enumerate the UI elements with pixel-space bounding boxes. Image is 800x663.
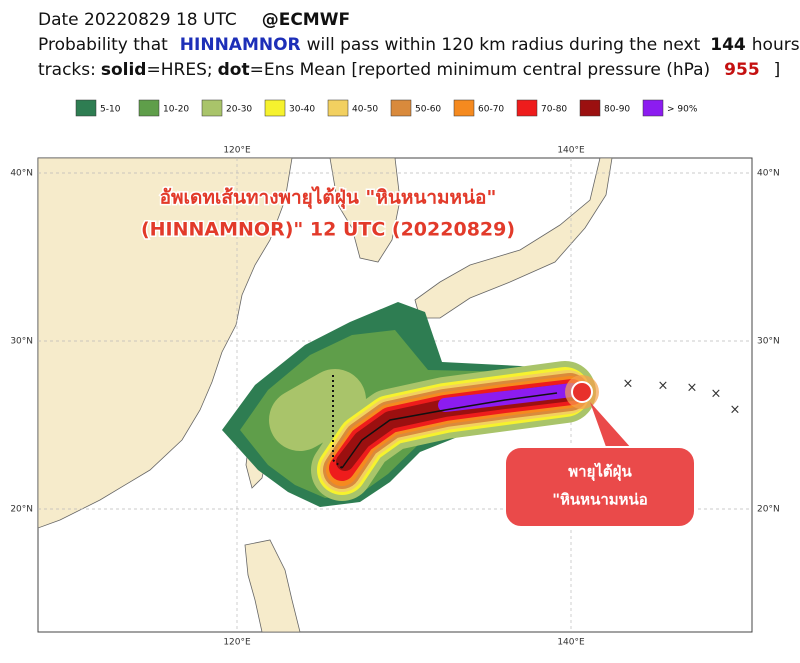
storm-name: HINNAMNOR [180, 35, 301, 55]
callout [504, 446, 696, 528]
lat-label: 40°N [10, 169, 33, 179]
callout-pointer [590, 402, 640, 458]
lat-label: 20°N [757, 505, 780, 515]
markers: × × × × × [623, 377, 741, 418]
svg-text:×: × [730, 403, 741, 418]
hours: 144 [710, 35, 746, 55]
legend-swatch [327, 99, 349, 117]
lat-label: 30°N [757, 337, 780, 347]
legend-label: 30-40 [289, 105, 315, 115]
hres-track [341, 392, 558, 469]
legend: 5-10 10-20 20-30 30-40 40-50 50-60 60-70 70-80 8… [75, 99, 698, 117]
lon-label: 140°E [557, 146, 585, 156]
legend-label: 80-90 [604, 105, 630, 115]
legend-label: 5-10 [100, 105, 121, 115]
map: × × × × × พายุไต้ฝุ่น "หินหนามหน่อ อัพเดทเส้… [38, 158, 752, 632]
text: tracks: [38, 60, 96, 80]
callout-text: "หินหนามหน่อ [552, 491, 648, 509]
source: @ECMWF [262, 10, 350, 30]
text: dot [218, 60, 250, 80]
legend-swatch [390, 99, 412, 117]
svg-text:×: × [623, 377, 634, 392]
legend-swatch [453, 99, 475, 117]
lon-label: 120°E [223, 146, 251, 156]
header-line: Date 20220829 18 UTC @ECMWF [38, 10, 350, 30]
legend-swatch [75, 99, 97, 117]
callout-text: พายุไต้ฝุ่น [568, 462, 632, 482]
legend-swatch [579, 99, 601, 117]
date: Date 20220829 18 UTC [38, 10, 237, 30]
pressure: 955 [724, 60, 760, 80]
legend-label: 20-30 [226, 105, 252, 115]
lat-label: 20°N [10, 505, 33, 515]
text: =Ens Mean [reported minimum central pres… [250, 60, 711, 80]
text: solid [101, 60, 147, 80]
svg-text:×: × [687, 381, 698, 396]
text: Probability that [38, 35, 168, 55]
text: hours [752, 35, 800, 55]
lon-label: 120°E [223, 638, 251, 648]
legend-swatch [642, 99, 664, 117]
text: ] [774, 60, 781, 80]
legend-label: 40-50 [352, 105, 378, 115]
text: will pass within 120 km radius during th… [307, 35, 701, 55]
lat-label: 40°N [757, 169, 780, 179]
overlay-title: (HINNAMNOR)" 12 UTC (20220829) [141, 219, 515, 241]
legend-label: 70-80 [541, 105, 567, 115]
legend-label: 50-60 [415, 105, 441, 115]
text: =HRES; [146, 60, 212, 80]
legend-swatch [516, 99, 538, 117]
ens-track [332, 375, 343, 469]
overlay-title: อัพเดทเส้นทางพายุไต้ฝุ่น "หินหนามหน่อ" [160, 186, 497, 210]
storm-position [571, 381, 593, 403]
svg-text:×: × [711, 387, 722, 402]
legend-swatch [201, 99, 223, 117]
header-line: Probability that HINNAMNOR will pass withi… [38, 35, 800, 55]
legend-label: 10-20 [163, 105, 189, 115]
legend-swatch [138, 99, 160, 117]
legend-swatch [264, 99, 286, 117]
lat-label: 30°N [10, 337, 33, 347]
legend-label: > 90% [667, 105, 698, 115]
lon-label: 140°E [557, 638, 585, 648]
header-line: tracks: solid=HRES; dot=Ens Mean [reported… [38, 60, 780, 80]
legend-label: 60-70 [478, 105, 504, 115]
svg-text:×: × [658, 379, 669, 394]
